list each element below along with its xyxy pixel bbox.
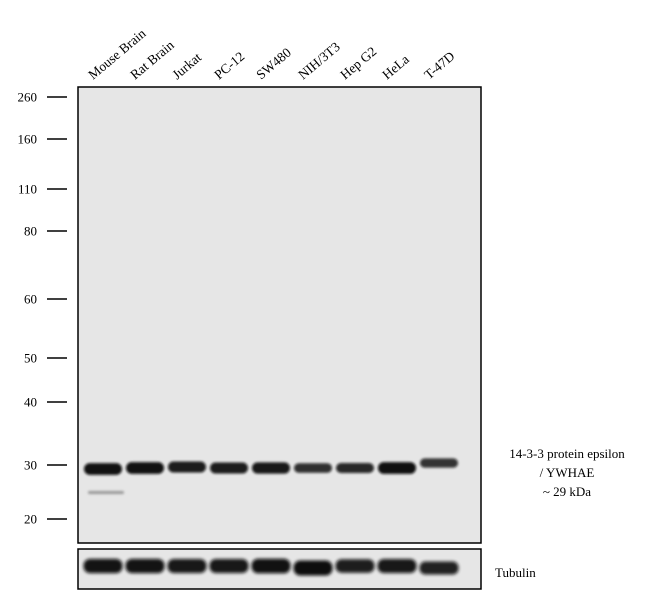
marker-label: 80 (24, 224, 37, 239)
marker-label: 160 (18, 132, 38, 147)
lane-label: SW480 (253, 45, 294, 83)
target-band (126, 462, 164, 474)
lane-label: NIH/3T3 (295, 39, 343, 82)
tubulin-band (83, 558, 123, 574)
tubulin-band (335, 559, 375, 573)
target-band (168, 461, 206, 473)
target-band (84, 463, 122, 475)
target-label-line2: / YWHAE (540, 465, 595, 480)
target-label-line3: ~ 29 kDa (543, 484, 591, 499)
target-band (420, 458, 458, 468)
tubulin-band (251, 558, 291, 574)
marker-label: 110 (18, 182, 37, 197)
lane-label: Jurkat (169, 49, 204, 82)
target-label-line1: 14-3-3 protein epsilon (509, 446, 625, 461)
marker-label: 20 (24, 512, 37, 527)
tubulin-label: Tubulin (495, 565, 536, 580)
marker-label: 50 (24, 351, 37, 366)
marker-label: 40 (24, 395, 37, 410)
tubulin-band (125, 558, 165, 574)
target-bands (84, 458, 458, 475)
faint-band (88, 491, 124, 494)
marker-label: 260 (18, 90, 38, 105)
target-band (294, 463, 332, 473)
target-band (252, 462, 290, 474)
marker-label: 60 (24, 292, 37, 307)
target-band (336, 462, 374, 474)
tubulin-band (209, 558, 249, 574)
lane-label: HeLa (379, 52, 412, 83)
tubulin-band (293, 560, 333, 576)
lane-label: T-47D (421, 48, 457, 82)
target-band (210, 462, 248, 474)
lane-label: PC-12 (211, 49, 247, 83)
marker-label: 30 (24, 458, 37, 473)
lane-label: Hep G2 (337, 44, 379, 83)
tubulin-band (167, 558, 207, 574)
main-blot-panel (77, 86, 482, 544)
molecular-weight-markers: 260 160 110 80 60 50 40 30 20 (18, 90, 67, 527)
tubulin-bands (83, 558, 459, 576)
target-band (378, 462, 416, 474)
tubulin-band (419, 561, 459, 575)
tubulin-band (377, 558, 417, 574)
